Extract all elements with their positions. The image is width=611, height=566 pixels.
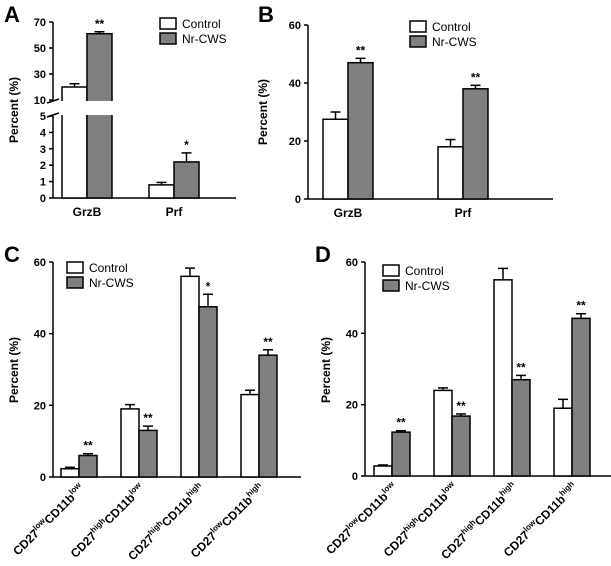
legend-label-B-1: Nr-CWS	[432, 35, 477, 49]
axis-break-gap-A	[45, 101, 236, 115]
x-tick-label-B-0: GrzB	[334, 206, 363, 220]
legend-label-A-1: Nr-CWS	[182, 32, 227, 46]
y-tick-label-D-3: 60	[346, 257, 358, 269]
bar-D-1-0	[433, 389, 453, 477]
y-tick-label-lower-A-3: 3	[40, 144, 46, 156]
bar-D-0-1	[391, 431, 411, 477]
bar-B-1-1	[462, 88, 489, 200]
legend-swatch-C-1	[66, 276, 84, 289]
axis-break-mark-top-A	[46, 98, 60, 104]
y-tick-label-B-1: 20	[289, 136, 301, 148]
bar-D-3-1	[571, 317, 591, 477]
x-tick-label-A-1: Prf	[166, 205, 184, 219]
bar-D-2-1	[511, 378, 531, 477]
x-tick-label-C-3: CD27lowCD11bhigh	[187, 480, 267, 560]
y-tick-label-C-2: 40	[34, 329, 46, 341]
bar-C-2-1	[198, 306, 218, 478]
y-tick-label-upper-A-3: 70	[34, 17, 46, 29]
y-tick-label-D-2: 40	[346, 328, 358, 340]
y-tick-label-C-3: 60	[34, 257, 46, 269]
y-tick-label-D-1: 20	[346, 400, 358, 412]
bar-D-0-0	[373, 465, 393, 477]
sig-mark-D-0-1: **	[396, 416, 406, 430]
legend-swatch-B-1	[409, 35, 427, 48]
legend-swatch-A-0	[159, 17, 177, 30]
sig-mark-C-0-1: **	[83, 439, 93, 453]
sig-mark-C-2-1: *	[206, 279, 211, 293]
sig-mark-A-1-1: *	[184, 138, 189, 152]
y-axis-label-C: Percent (%)	[7, 337, 21, 403]
bar-C-1-1	[138, 429, 158, 478]
y-tick-label-lower-A-4: 4	[40, 127, 47, 139]
bar-C-2-0	[180, 275, 200, 478]
y-tick-label-upper-A-0: 10	[34, 95, 46, 107]
y-tick-label-D-0: 0	[352, 471, 358, 483]
sig-mark-C-3-1: **	[263, 335, 273, 349]
bar-B-0-0	[322, 118, 349, 200]
bar-D-3-0	[553, 407, 573, 477]
x-tick-label-D-3: CD27lowCD11bhigh	[500, 479, 580, 559]
y-tick-label-lower-A-0: 0	[40, 193, 46, 205]
bar-C-0-0	[60, 468, 80, 478]
panel-letter-A: A	[4, 2, 20, 27]
y-tick-label-C-0: 0	[40, 472, 46, 484]
bar-B-0-1	[347, 61, 374, 200]
bar-C-3-1	[258, 354, 278, 478]
bar-C-3-0	[240, 393, 260, 478]
panel-B: B 0 20 40 60 Percent (%) ** GrzB ** Prf ControlNr-…	[256, 2, 553, 220]
x-tick-label-A-0: GrzB	[73, 205, 102, 219]
bar-C-0-1	[78, 454, 98, 478]
y-tick-label-lower-A-1: 1	[40, 177, 46, 189]
legend-label-D-0: Control	[405, 264, 444, 278]
sig-mark-B-0-1: **	[356, 43, 366, 57]
bar-D-1-1	[451, 415, 471, 477]
bar-B-1-0	[437, 146, 464, 200]
y-axis-label-B: Percent (%)	[256, 79, 270, 145]
y-tick-label-lower-A-5: 5	[40, 111, 46, 123]
legend-label-A-0: Control	[182, 17, 221, 31]
legend-label-C-1: Nr-CWS	[89, 276, 134, 290]
y-tick-label-lower-A-2: 2	[40, 160, 46, 172]
sig-mark-B-1-1: **	[471, 70, 481, 84]
bar-A-1-0	[148, 184, 175, 199]
panel-letter-D: D	[315, 242, 331, 267]
x-tick-part-C-3-3: high	[245, 480, 263, 498]
panel-letter-C: C	[4, 242, 20, 267]
legend-label-B-0: Control	[432, 20, 471, 34]
legend-swatch-D-0	[382, 264, 400, 277]
x-tick-part-D-2-3: high	[498, 479, 516, 497]
sig-mark-C-1-1: **	[143, 411, 153, 425]
legend-swatch-A-1	[159, 32, 177, 45]
legend-swatch-D-1	[382, 279, 400, 292]
axis-break-mark-bottom-A	[46, 112, 60, 118]
bar-A-0-1	[86, 32, 113, 199]
y-tick-label-upper-A-1: 30	[34, 69, 46, 81]
y-tick-label-B-2: 40	[289, 78, 301, 90]
sig-mark-D-2-1: **	[516, 360, 526, 374]
x-tick-part-D-3-3: high	[558, 479, 576, 497]
bar-C-1-0	[120, 408, 140, 478]
sig-mark-D-1-1: **	[456, 399, 466, 413]
sig-mark-A-0-1: **	[95, 17, 105, 31]
legend-swatch-B-0	[409, 20, 427, 33]
bar-D-2-0	[493, 279, 513, 477]
y-axis-label-D: Percent (%)	[319, 337, 333, 403]
y-tick-label-B-3: 60	[289, 20, 301, 32]
legend-swatch-C-0	[66, 261, 84, 274]
x-tick-part-C-2-3: high	[185, 480, 203, 498]
x-tick-label-B-1: Prf	[455, 206, 473, 220]
panel-letter-B: B	[258, 2, 274, 27]
legend-label-D-1: Nr-CWS	[405, 279, 450, 293]
y-tick-label-C-1: 20	[34, 400, 46, 412]
legend-label-C-0: Control	[89, 261, 128, 275]
y-tick-label-upper-A-2: 50	[34, 43, 46, 55]
panel-A: A 10 30 50 70 0 1 2 3 4 5 Percent (%) ** GrzB * Prf Cont…	[4, 2, 236, 219]
bar-A-1-1	[173, 161, 200, 199]
y-axis-label-A: Percent (%)	[7, 77, 21, 143]
y-tick-label-B-0: 0	[295, 194, 301, 206]
sig-mark-D-3-1: **	[576, 299, 586, 313]
